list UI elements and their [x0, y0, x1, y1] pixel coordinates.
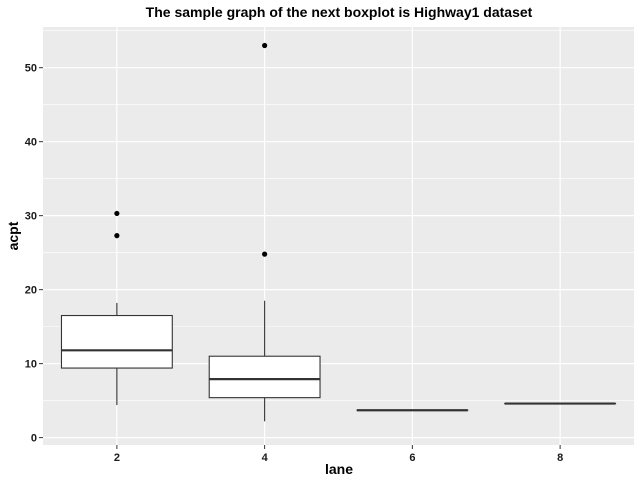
y-tick-label: 50	[25, 63, 37, 75]
y-tick-label: 10	[25, 359, 37, 371]
x-axis: 2 4 6 8	[114, 445, 563, 464]
y-tick-label: 0	[31, 433, 37, 445]
x-tick-label: 6	[409, 452, 415, 464]
x-tick-label: 8	[557, 452, 563, 464]
boxes	[60, 42, 617, 422]
plot-panel	[43, 27, 634, 445]
outlier-point	[262, 42, 268, 49]
box-4	[208, 42, 321, 422]
y-tick-label: 40	[25, 137, 37, 149]
iqr-box	[208, 355, 321, 399]
y-axis-title: acpt	[5, 221, 21, 250]
outlier-point	[114, 210, 120, 217]
box-2	[60, 210, 173, 406]
outlier-point	[114, 233, 120, 239]
x-axis-title: lane	[325, 461, 353, 477]
y-tick-label: 30	[25, 211, 37, 223]
y-tick-label: 20	[25, 285, 37, 297]
x-tick-label: 4	[262, 452, 269, 464]
y-axis: 0 10 20 30 40 50	[25, 63, 43, 445]
x-tick-label: 2	[114, 452, 120, 464]
iqr-box	[60, 314, 173, 369]
outlier-point	[262, 251, 268, 257]
chart-title: The sample graph of the next boxplot is …	[146, 4, 533, 20]
